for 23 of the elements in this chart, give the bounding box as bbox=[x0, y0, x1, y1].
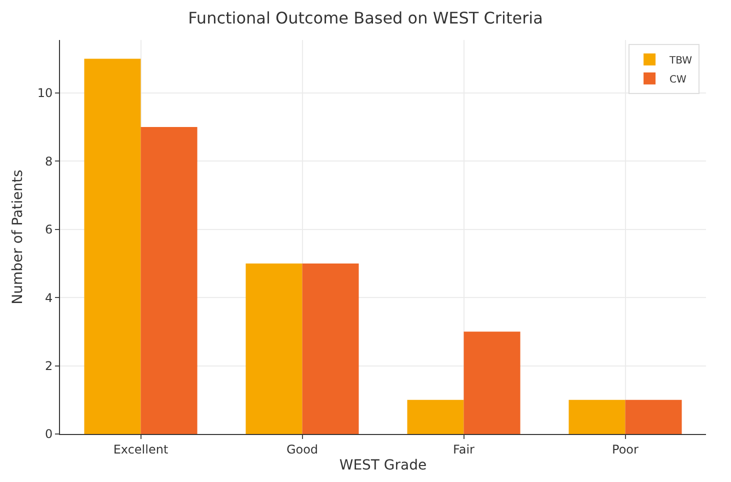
bar bbox=[568, 400, 626, 434]
y-tick-label: 0 bbox=[44, 427, 53, 442]
y-tick-label: 8 bbox=[44, 154, 53, 168]
bar bbox=[464, 332, 520, 434]
x-axis-title: WEST Grade bbox=[339, 458, 427, 474]
x-tick-label: Good bbox=[286, 442, 318, 456]
y-tick-label: 2 bbox=[44, 358, 53, 373]
x-tick-label: Poor bbox=[612, 442, 639, 456]
legend-label: CW bbox=[670, 74, 687, 86]
bar bbox=[84, 58, 141, 434]
legend-label: TBW bbox=[668, 55, 692, 66]
bar bbox=[625, 400, 682, 434]
y-tick-label: 6 bbox=[44, 222, 53, 237]
bar bbox=[302, 263, 359, 434]
y-tick-label: 4 bbox=[44, 290, 53, 305]
x-tick-label: Fair bbox=[453, 442, 475, 456]
x-tick-label: Excellent bbox=[113, 442, 168, 456]
bar bbox=[246, 263, 302, 434]
y-tick-label: 10 bbox=[37, 86, 53, 100]
bar bbox=[407, 400, 464, 434]
bar bbox=[140, 126, 198, 434]
y-axis-title: Number of Patients bbox=[10, 170, 26, 304]
chart-title: Functional Outcome Based on WEST Criteria bbox=[188, 8, 543, 28]
